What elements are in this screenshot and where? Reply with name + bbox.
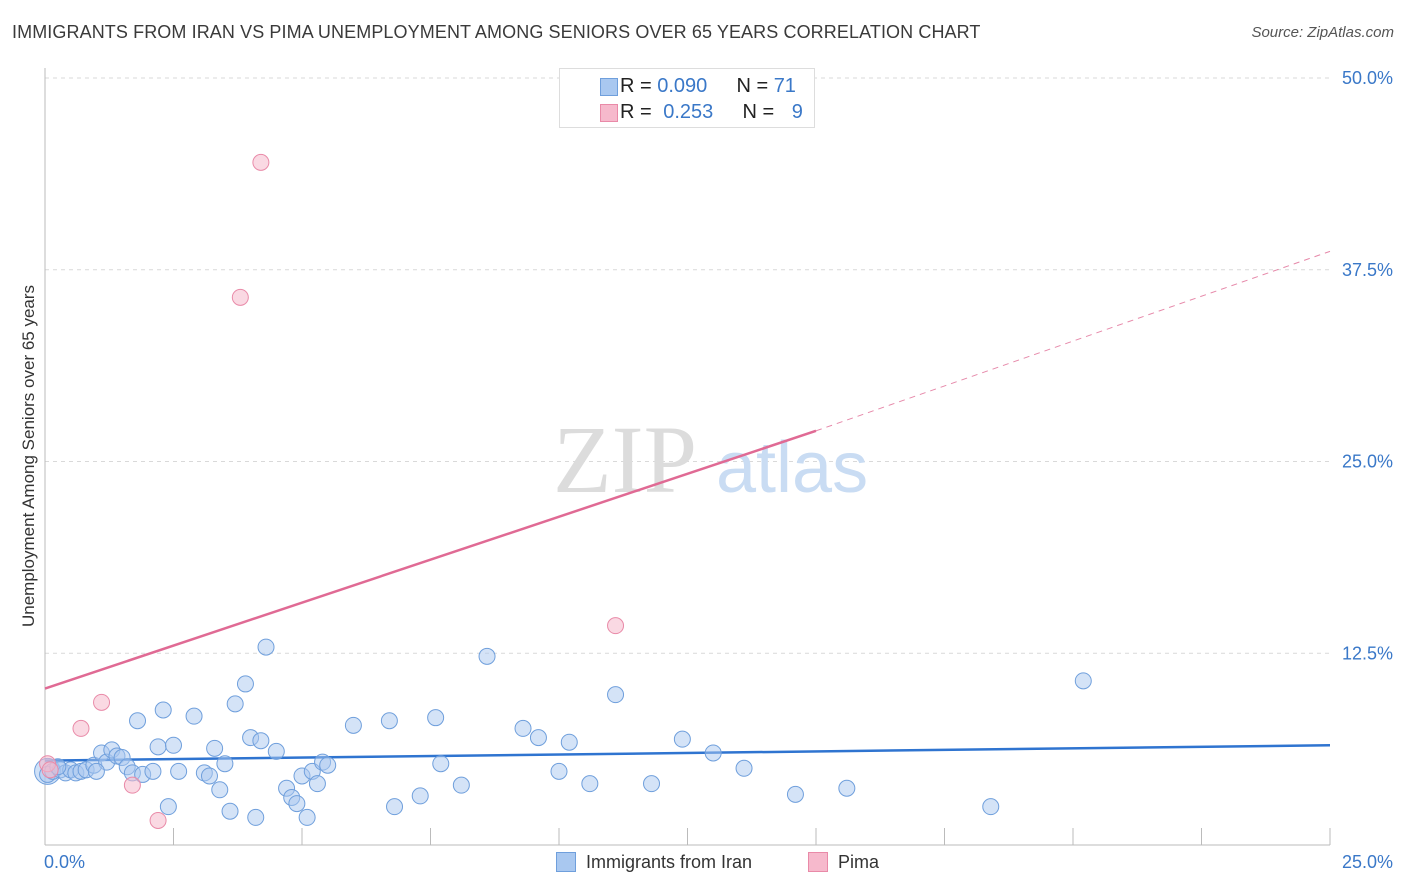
- watermark: ZIP atlas: [553, 406, 868, 513]
- data-point-iran: [170, 762, 188, 780]
- data-point-iran: [288, 795, 306, 813]
- data-point-pima: [149, 811, 167, 829]
- legend-row-iran: R = 0.090 N = 71: [600, 75, 796, 101]
- data-point-iran: [529, 729, 547, 747]
- data-point-iran: [159, 798, 177, 816]
- data-point-iran: [257, 638, 275, 656]
- data-point-pima: [72, 719, 90, 737]
- y-tick-label: 37.5%: [1342, 260, 1393, 280]
- data-point-iran: [267, 742, 285, 760]
- data-point-iran: [673, 730, 691, 748]
- legend-r-label: R =: [620, 101, 658, 123]
- trend-lines: [44, 250, 1331, 762]
- data-point-iran: [298, 808, 316, 826]
- data-point-iran: [550, 762, 568, 780]
- data-point-iran: [982, 798, 1000, 816]
- data-point-pima: [123, 776, 141, 794]
- grid-lines: [45, 77, 1330, 654]
- data-point-iran: [252, 732, 270, 750]
- legend-n-label: N =: [742, 101, 780, 123]
- data-point-iran: [226, 695, 244, 713]
- source-label: Source: ZipAtlas.com: [1251, 24, 1394, 41]
- legend-r-value: 0.253: [663, 101, 714, 123]
- legend-swatch-pima: [600, 104, 618, 122]
- legend-swatch-iran: [600, 78, 618, 96]
- data-point-iran: [735, 759, 753, 777]
- legend-n-label: N =: [736, 75, 774, 97]
- data-point-iran: [607, 686, 625, 704]
- y-axis-label: Unemployment Among Seniors over 65 years: [19, 285, 38, 627]
- data-point-iran: [786, 785, 804, 803]
- legend-label-pima: Pima: [838, 852, 880, 872]
- data-point-iran: [560, 733, 578, 751]
- data-point-iran: [704, 744, 722, 762]
- trend-line-iran: [44, 744, 1331, 762]
- data-point-iran: [514, 719, 532, 737]
- data-point-iran: [247, 808, 265, 826]
- legend-r-label: R =: [620, 75, 658, 97]
- x-tick-label: 25.0%: [1342, 852, 1393, 872]
- data-point-iran: [236, 675, 254, 693]
- watermark-atlas: atlas: [716, 428, 868, 508]
- data-point-pima: [252, 153, 270, 171]
- data-point-iran: [308, 775, 326, 793]
- data-point-pima: [93, 693, 111, 711]
- data-point-iran: [838, 779, 856, 797]
- data-point-iran: [386, 798, 404, 816]
- data-point-iran: [221, 802, 239, 820]
- data-point-iran: [87, 762, 105, 780]
- legend-r-value: 0.090: [657, 75, 708, 97]
- legend-item-iran: Immigrants from Iran: [556, 852, 752, 873]
- data-point-iran: [206, 739, 224, 757]
- data-point-iran: [149, 738, 167, 756]
- legend-n-value: 71: [773, 75, 796, 97]
- data-point-iran: [1074, 672, 1092, 690]
- legend-label-iran: Immigrants from Iran: [586, 852, 753, 872]
- data-point-iran: [432, 755, 450, 773]
- data-point-iran: [200, 767, 218, 785]
- data-point-iran: [129, 712, 147, 730]
- data-point-iran: [581, 775, 599, 793]
- x-tick-label: 0.0%: [44, 852, 85, 872]
- y-tick-labels: 12.5% 25.0% 37.5% 50.0%: [1342, 68, 1393, 663]
- data-point-iran: [411, 787, 429, 805]
- x-tick-labels: 0.0% 25.0%: [44, 852, 1393, 872]
- data-point-iran: [211, 781, 229, 799]
- data-point-iran: [154, 701, 172, 719]
- data-point-pima: [607, 617, 625, 635]
- data-point-iran: [427, 709, 445, 727]
- data-point-iran: [185, 707, 203, 725]
- data-point-iran: [452, 776, 470, 794]
- y-tick-label: 12.5%: [1342, 643, 1393, 663]
- data-point-iran: [319, 756, 337, 774]
- legend-swatch-iran: [556, 852, 576, 872]
- y-tick-label: 50.0%: [1342, 68, 1393, 88]
- data-point-iran: [144, 762, 162, 780]
- legend-swatch-pima: [808, 852, 828, 872]
- legend-n-value: 9: [791, 101, 803, 123]
- data-point-iran: [165, 736, 182, 754]
- trend-line-pima-extension: [815, 250, 1331, 432]
- data-points: [34, 153, 1092, 829]
- data-point-iran: [478, 647, 496, 665]
- data-point-iran: [380, 712, 398, 730]
- watermark-zip: ZIP: [553, 406, 697, 513]
- data-point-iran: [643, 775, 661, 793]
- legend-item-pima: Pima: [808, 852, 879, 873]
- data-point-pima: [231, 288, 249, 306]
- data-point-pima: [41, 761, 59, 779]
- legend-row-pima: R = 0.253 N = 9: [600, 101, 803, 127]
- axes: [44, 68, 1331, 846]
- chart-title: IMMIGRANTS FROM IRAN VS PIMA UNEMPLOYMEN…: [12, 22, 981, 42]
- y-tick-label: 25.0%: [1342, 452, 1393, 472]
- data-point-iran: [216, 755, 234, 773]
- data-point-iran: [344, 716, 362, 734]
- trend-line-pima: [44, 429, 817, 690]
- stats-legend: R = 0.090 N = 71 R = 0.253 N = 9: [559, 68, 815, 128]
